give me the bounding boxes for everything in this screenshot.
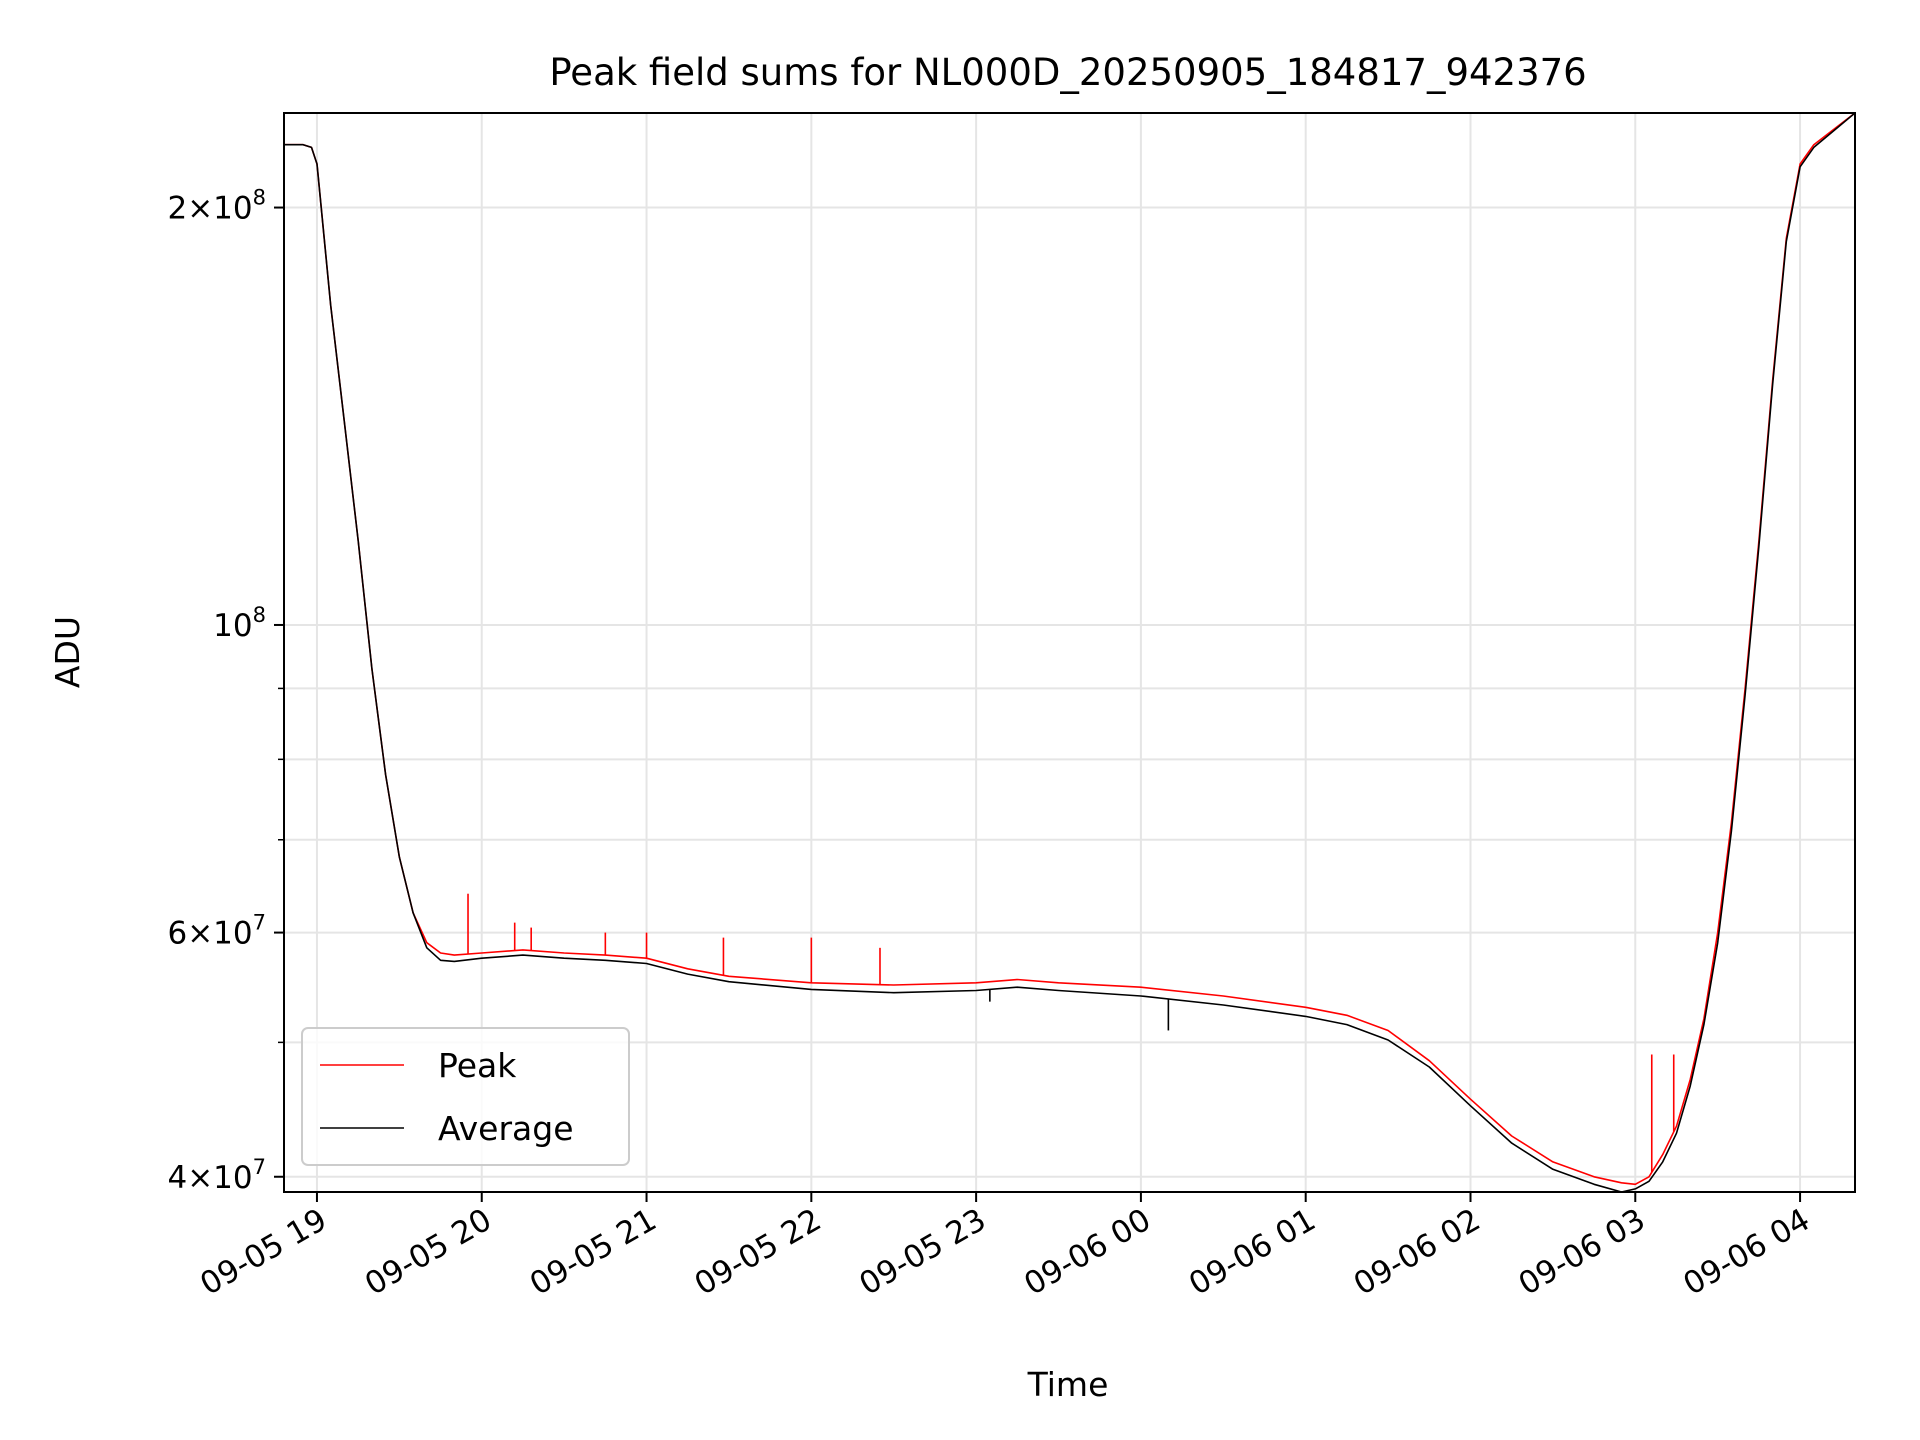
axes-frame xyxy=(283,112,1856,1193)
y-tick-label: 6×107 xyxy=(167,911,266,952)
x-axis-label: Time xyxy=(1027,1365,1109,1404)
series-average-line xyxy=(284,113,1855,1192)
legend-box xyxy=(301,1027,630,1166)
y-axis-label: ADU xyxy=(48,616,87,688)
series-group xyxy=(284,113,1855,1192)
legend-average-label: Average xyxy=(438,1109,574,1148)
legend: Peak Average xyxy=(301,1027,630,1166)
grid xyxy=(284,113,1855,1192)
y-tick-label: 2×108 xyxy=(167,186,266,227)
plot-area xyxy=(284,113,1855,1192)
y-tick-label: 4×107 xyxy=(167,1155,266,1196)
legend-peak-label: Peak xyxy=(438,1046,517,1085)
chart-title: Peak field sums for NL000D_20250905_1848… xyxy=(549,51,1586,94)
